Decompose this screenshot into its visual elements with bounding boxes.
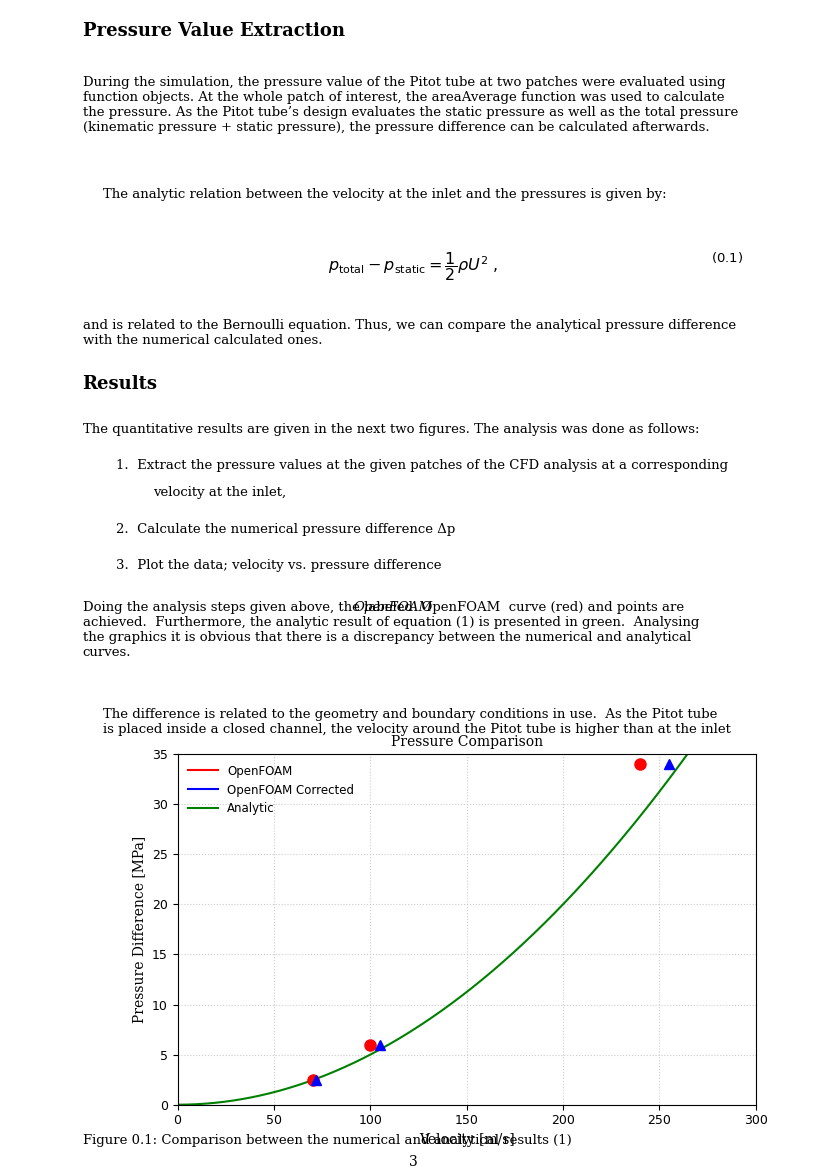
Y-axis label: Pressure Difference [MPa]: Pressure Difference [MPa]	[132, 836, 146, 1023]
OpenFOAM	[307, 1073, 317, 1087]
Text: 1.  Extract the pressure values at the given patches of the CFD analysis at a co: 1. Extract the pressure values at the gi…	[116, 458, 728, 472]
Analytic	[486, 966, 496, 980]
Analytic	[517, 938, 527, 952]
Text: The difference is related to the geometry and boundary conditions in use.  As th: The difference is related to the geometr…	[103, 708, 731, 736]
Analytic	[751, 646, 761, 660]
Text: Doing the analysis steps given above, the labeled  OpenFOAM  curve (red) and poi: Doing the analysis steps given above, th…	[83, 601, 699, 659]
Text: Results: Results	[83, 375, 158, 394]
Title: Pressure Comparison: Pressure Comparison	[391, 734, 543, 748]
Text: 3.  Plot the data; velocity vs. pressure difference: 3. Plot the data; velocity vs. pressure …	[116, 559, 441, 572]
OpenFOAM Corrected	[664, 758, 674, 772]
Legend: OpenFOAM, OpenFOAM Corrected, Analytic: OpenFOAM, OpenFOAM Corrected, Analytic	[183, 760, 358, 821]
Analytic	[647, 795, 657, 809]
Text: $p_{\mathrm{total}} - p_{\mathrm{static}} = \dfrac{1}{2}\rho U^2 \;,$: $p_{\mathrm{total}} - p_{\mathrm{static}…	[328, 250, 498, 283]
OpenFOAM	[635, 758, 645, 772]
OpenFOAM Corrected	[375, 1038, 385, 1052]
Analytic	[737, 669, 747, 683]
Text: $(0.1)$: $(0.1)$	[711, 250, 743, 265]
Line: Analytic: Analytic	[178, 653, 756, 1105]
Text: The quantitative results are given in the next two figures. The analysis was don: The quantitative results are given in th…	[83, 422, 699, 436]
Line: OpenFOAM: OpenFOAM	[307, 759, 646, 1085]
Text: and is related to the Bernoulli equation. Thus, we can compare the analytical pr: and is related to the Bernoulli equation…	[83, 319, 736, 347]
Text: Figure 0.1: Comparison between the numerical and analytical results (1): Figure 0.1: Comparison between the numer…	[83, 1134, 572, 1147]
Analytic	[447, 996, 457, 1010]
Analytic	[451, 994, 461, 1008]
Analytic	[173, 1098, 183, 1112]
OpenFOAM	[365, 1038, 375, 1052]
Line: OpenFOAM Corrected: OpenFOAM Corrected	[311, 759, 674, 1085]
Text: velocity at the inlet,: velocity at the inlet,	[153, 486, 286, 499]
Text: Pressure Value Extraction: Pressure Value Extraction	[83, 22, 344, 40]
Text: 2.  Calculate the numerical pressure difference Δp: 2. Calculate the numerical pressure diff…	[116, 523, 455, 535]
Text: 3: 3	[409, 1155, 417, 1169]
Text: The analytic relation between the velocity at the inlet and the pressures is giv: The analytic relation between the veloci…	[103, 188, 667, 201]
OpenFOAM Corrected	[311, 1073, 321, 1087]
X-axis label: Velocity [m/s]: Velocity [m/s]	[419, 1133, 515, 1147]
Text: During the simulation, the pressure value of the Pitot tube at two patches were : During the simulation, the pressure valu…	[83, 76, 738, 134]
Text: OpenFOAM: OpenFOAM	[354, 601, 433, 614]
